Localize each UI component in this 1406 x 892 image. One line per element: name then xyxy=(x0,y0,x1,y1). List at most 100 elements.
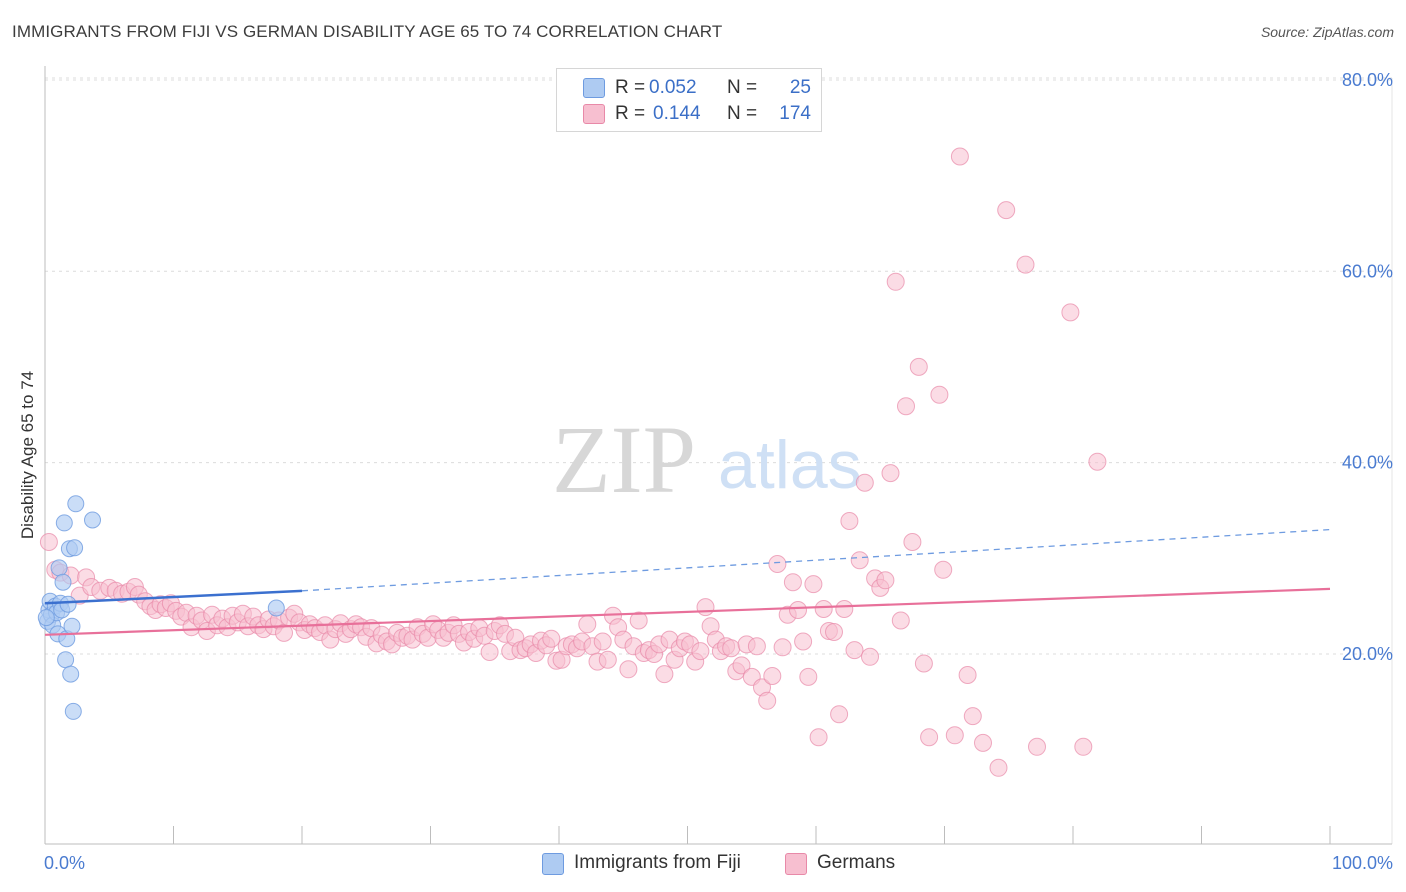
germans-point xyxy=(958,666,977,684)
fiji-swatch xyxy=(583,78,605,98)
source-note: Source: ZipAtlas.com xyxy=(1260,24,1394,40)
germans-point xyxy=(789,601,807,619)
germans-point xyxy=(1088,452,1107,471)
germans-point xyxy=(909,357,928,376)
correlation-legend: R = 0.052 N = 25 R = 0.144 N = 174 xyxy=(556,68,822,132)
germans-point xyxy=(945,726,964,745)
germans-point xyxy=(598,650,617,669)
germans-point xyxy=(914,654,933,673)
germans-point xyxy=(783,573,802,592)
germans-point xyxy=(629,611,648,630)
germans-point xyxy=(861,647,879,666)
germans-point xyxy=(891,611,910,630)
germans-point xyxy=(1061,303,1080,322)
germans-legend-label: Germans xyxy=(817,852,896,873)
germans-n-value: 174 xyxy=(779,103,811,124)
germans-point xyxy=(1028,737,1046,756)
y-tick-label: 20.0% xyxy=(1342,644,1393,664)
trend-lines xyxy=(44,528,1331,636)
fiji-point xyxy=(64,702,82,720)
germans-point xyxy=(974,733,992,752)
fiji-point xyxy=(267,599,285,617)
watermark-zip: ZIP xyxy=(552,406,696,513)
fiji-r-label: R = xyxy=(615,77,646,98)
germans-point xyxy=(542,629,561,648)
germans-point xyxy=(578,615,597,634)
fiji-point xyxy=(63,617,81,635)
x-tick-label: 100.0% xyxy=(1332,853,1393,873)
fiji-legend-label: Immigrants from Fiji xyxy=(574,852,741,873)
fiji-point xyxy=(50,559,68,577)
fiji-point xyxy=(66,539,84,557)
germans-point xyxy=(814,600,833,618)
germans-point xyxy=(480,643,499,661)
germans-point xyxy=(732,656,751,675)
fiji-point xyxy=(62,665,80,683)
germans-point xyxy=(763,667,782,685)
germans-point xyxy=(897,397,915,416)
germans-point xyxy=(39,533,58,551)
germans-point xyxy=(655,665,674,684)
germans-point xyxy=(989,758,1008,777)
germans-point xyxy=(830,705,849,724)
germans-r-label: R = xyxy=(615,103,646,124)
germans-point xyxy=(950,147,969,166)
germans-point xyxy=(855,473,874,492)
germans-point xyxy=(696,598,715,617)
germans-point xyxy=(768,555,787,573)
germans-point xyxy=(840,512,859,530)
germans-swatch xyxy=(583,104,605,124)
germans-point xyxy=(903,533,922,551)
germans-point xyxy=(835,600,854,618)
germans-point xyxy=(747,637,766,656)
fiji-n-value: 25 xyxy=(789,77,811,98)
germans-trend-line xyxy=(44,587,1331,636)
chart-title: IMMIGRANTS FROM FIJI VS GERMAN DISABILIT… xyxy=(12,22,723,41)
germans-point xyxy=(1016,255,1035,274)
germans-point xyxy=(593,632,612,651)
germans-point xyxy=(722,639,741,658)
germans-point xyxy=(691,642,710,661)
fiji-point xyxy=(55,514,73,532)
fiji-point xyxy=(84,511,101,529)
germans-point xyxy=(758,691,777,710)
germans-point xyxy=(825,623,843,641)
germans-legend-swatch xyxy=(785,853,807,875)
germans-point xyxy=(1074,737,1093,756)
y-tick-label: 40.0% xyxy=(1342,453,1393,473)
germans-point xyxy=(876,571,895,590)
y-axis-label: Disability Age 65 to 74 xyxy=(18,371,37,539)
germans-point xyxy=(845,641,864,660)
fiji-legend-swatch xyxy=(542,853,564,875)
fiji-point xyxy=(54,573,72,591)
fiji-trend-extension xyxy=(301,528,1331,592)
germans-point xyxy=(799,667,818,686)
fiji-r-value: 0.052 xyxy=(649,77,697,98)
tick-labels: 20.0% 40.0% 60.0% 80.0% 0.0% 100.0% xyxy=(44,70,1393,873)
fiji-trend-line xyxy=(44,589,303,605)
germans-points xyxy=(39,147,1107,777)
germans-point xyxy=(997,201,1016,220)
germans-r-value: 0.144 xyxy=(653,103,701,124)
germans-point xyxy=(804,575,823,594)
germans-point xyxy=(850,551,869,570)
x-tick-label: 0.0% xyxy=(44,853,85,873)
fiji-n-label: N = xyxy=(727,77,758,98)
watermark-atlas: atlas xyxy=(718,427,862,503)
fiji-point xyxy=(37,609,55,627)
germans-point xyxy=(794,632,813,651)
germans-n-label: N = xyxy=(727,103,758,124)
germans-point xyxy=(930,385,949,404)
y-tick-label: 80.0% xyxy=(1342,70,1393,90)
fiji-point xyxy=(59,595,77,613)
germans-point xyxy=(881,464,900,483)
germans-point xyxy=(920,728,939,747)
germans-point xyxy=(809,728,828,747)
germans-point xyxy=(886,272,905,291)
germans-point xyxy=(773,638,792,657)
y-tick-label: 60.0% xyxy=(1342,261,1393,281)
germans-point xyxy=(934,560,953,579)
germans-point xyxy=(963,707,982,726)
germans-point xyxy=(619,660,638,679)
